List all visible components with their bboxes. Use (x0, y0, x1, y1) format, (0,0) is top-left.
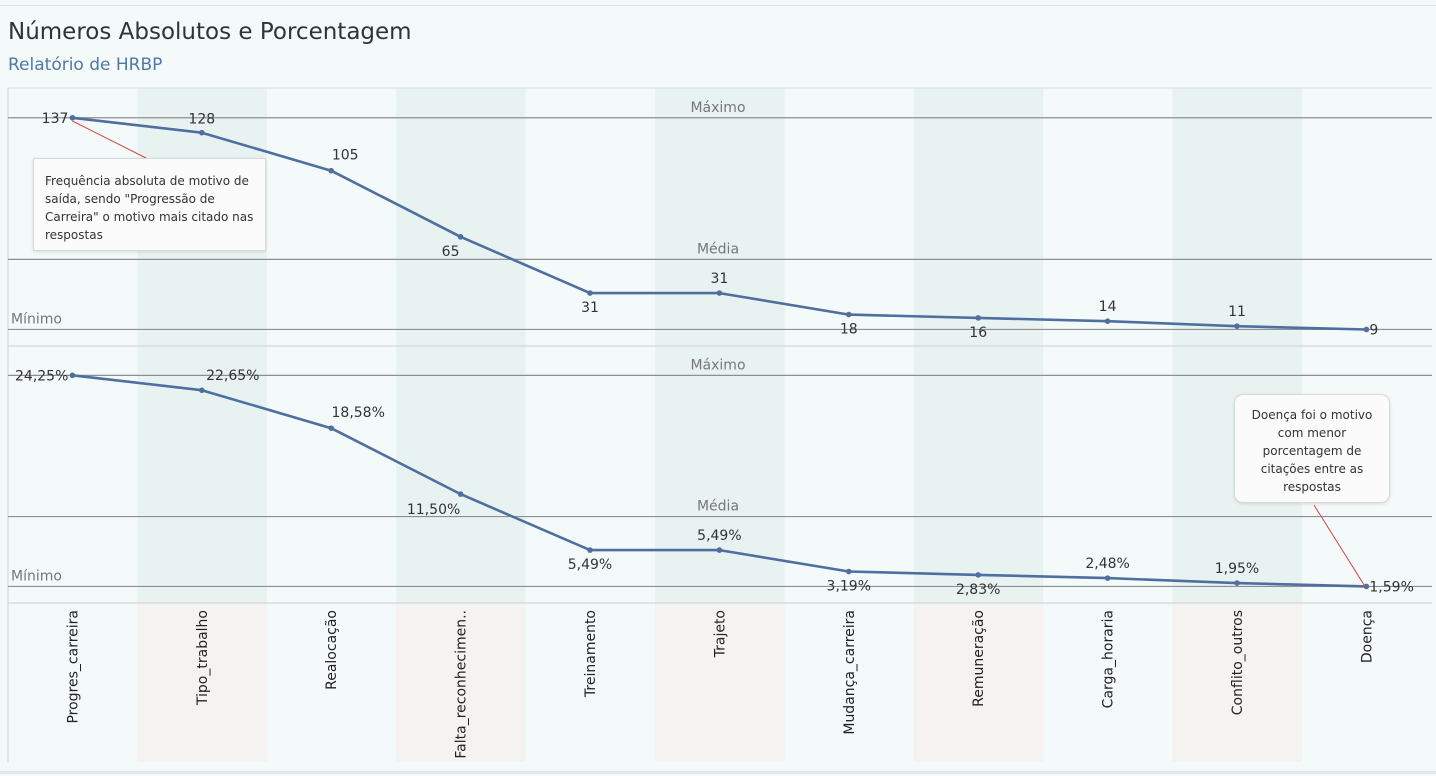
annotation-percent: Doença foi o motivo com menor porcentage… (1234, 394, 1390, 503)
axis-band (396, 603, 526, 762)
data-point[interactable] (328, 425, 335, 431)
data-label: 14 (1099, 299, 1117, 315)
x-axis-label: Progres_carreira (65, 610, 81, 724)
data-label: 3,19% (827, 579, 871, 595)
data-label: 18 (840, 322, 858, 338)
data-label: 9 (1369, 322, 1378, 338)
data-label: 137 (42, 111, 69, 127)
x-axis-label: Carga_horaria (1101, 610, 1117, 708)
data-label: 128 (188, 112, 215, 128)
data-point[interactable] (199, 387, 205, 394)
data-label: 18,58% (332, 405, 385, 421)
data-label: 1,59% (1369, 579, 1413, 595)
data-point[interactable] (328, 167, 335, 174)
top-divider (0, 5, 1436, 6)
reference-label: Mínimo (11, 568, 62, 584)
reference-label: Mínimo (11, 311, 62, 327)
axis-band (913, 603, 1044, 762)
axis-band (655, 603, 785, 762)
data-label: 1,95% (1215, 561, 1259, 577)
bottom-divider (0, 771, 1436, 774)
data-label: 11 (1228, 304, 1246, 320)
x-axis-label: Doença (1359, 610, 1375, 663)
data-label: 31 (710, 271, 728, 287)
data-label: 105 (332, 148, 359, 164)
data-point[interactable] (457, 234, 464, 240)
data-point[interactable] (69, 372, 76, 379)
data-label: 24,25% (15, 368, 68, 384)
data-point[interactable] (846, 311, 852, 318)
reference-label: Média (697, 241, 739, 257)
page-title: Números Absolutos e Porcentagem (8, 19, 412, 45)
x-axis-label: Treinamento (583, 610, 599, 698)
data-label: 22,65% (206, 368, 259, 384)
data-point[interactable] (69, 114, 76, 121)
data-point[interactable] (1234, 580, 1240, 586)
page-subtitle: Relatório de HRBP (8, 55, 163, 75)
data-point[interactable] (716, 547, 723, 553)
axis-band (137, 603, 267, 762)
data-label: 65 (442, 244, 460, 260)
data-label: 16 (969, 325, 987, 341)
x-axis-label: Mudança_carreira (842, 610, 858, 735)
callout-line-absolute (72, 120, 147, 159)
reference-label: Máximo (690, 357, 745, 373)
data-point[interactable] (975, 315, 981, 321)
data-point[interactable] (1104, 575, 1111, 581)
x-axis-label: Remuneração (971, 610, 987, 707)
reference-label: Média (697, 499, 739, 515)
data-point[interactable] (1234, 323, 1240, 329)
x-axis-label: Falta_reconhecimen.. (454, 610, 470, 759)
data-label: 2,83% (956, 582, 1000, 598)
data-point[interactable] (1363, 326, 1370, 333)
data-label: 5,49% (697, 528, 741, 544)
axis-band (1172, 603, 1302, 762)
data-label: 5,49% (568, 557, 612, 573)
data-label: 2,48% (1085, 556, 1129, 572)
annotation-absolute: Frequência absoluta de motivo de saída, … (33, 158, 266, 251)
x-axis-label: Tipo_trabalho (195, 610, 211, 706)
x-axis-label: Realocação (324, 610, 340, 690)
data-point[interactable] (975, 572, 981, 578)
data-point[interactable] (1104, 318, 1111, 324)
data-point[interactable] (716, 290, 723, 296)
x-axis-label: Conflito_outros (1230, 610, 1246, 715)
data-point[interactable] (846, 568, 852, 575)
x-axis-label: Trajeto (712, 610, 728, 658)
data-point[interactable] (457, 491, 464, 497)
data-label: 31 (581, 300, 599, 316)
reference-label: Máximo (690, 100, 745, 116)
data-point[interactable] (587, 547, 593, 553)
callout-line-percent (1313, 504, 1367, 589)
data-label: 11,50% (407, 502, 460, 518)
data-point[interactable] (587, 290, 593, 296)
data-point[interactable] (1363, 583, 1370, 590)
data-point[interactable] (199, 129, 205, 136)
